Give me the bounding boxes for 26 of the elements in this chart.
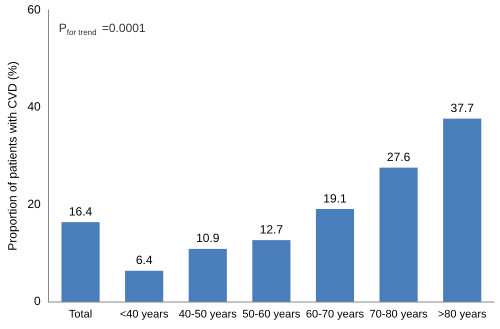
data-label: 16.4 <box>68 204 93 218</box>
y-tick-label: 0 <box>34 294 42 308</box>
x-tick-label: <40 years <box>120 308 169 320</box>
data-label: 27.6 <box>386 150 411 164</box>
data-label: 12.7 <box>260 222 284 236</box>
bar <box>316 208 354 302</box>
y-tick-label: 40 <box>27 100 42 114</box>
bar <box>443 118 482 302</box>
data-label: 10.9 <box>196 231 220 246</box>
bar <box>188 248 227 302</box>
data-label: 6.4 <box>136 253 153 268</box>
bar <box>125 270 164 302</box>
x-tick-label: >80 years <box>438 308 487 320</box>
x-tick-label: 50-60 years <box>242 308 301 320</box>
bar <box>380 168 418 302</box>
x-tick-label: 70-80 years <box>370 308 428 320</box>
bar <box>61 222 100 302</box>
data-label: 37.7 <box>450 100 474 115</box>
y-axis-title: Proportion of patients with CVD (%) <box>6 61 20 251</box>
bar <box>252 240 290 302</box>
data-label: 19.1 <box>323 191 347 206</box>
x-tick-label: Total <box>68 308 92 320</box>
y-tick-label: 60 <box>27 2 42 17</box>
x-tick-label: 60-70 years <box>306 308 365 320</box>
x-tick-label: 40-50 years <box>178 308 238 320</box>
y-tick-label: 20 <box>27 196 42 211</box>
